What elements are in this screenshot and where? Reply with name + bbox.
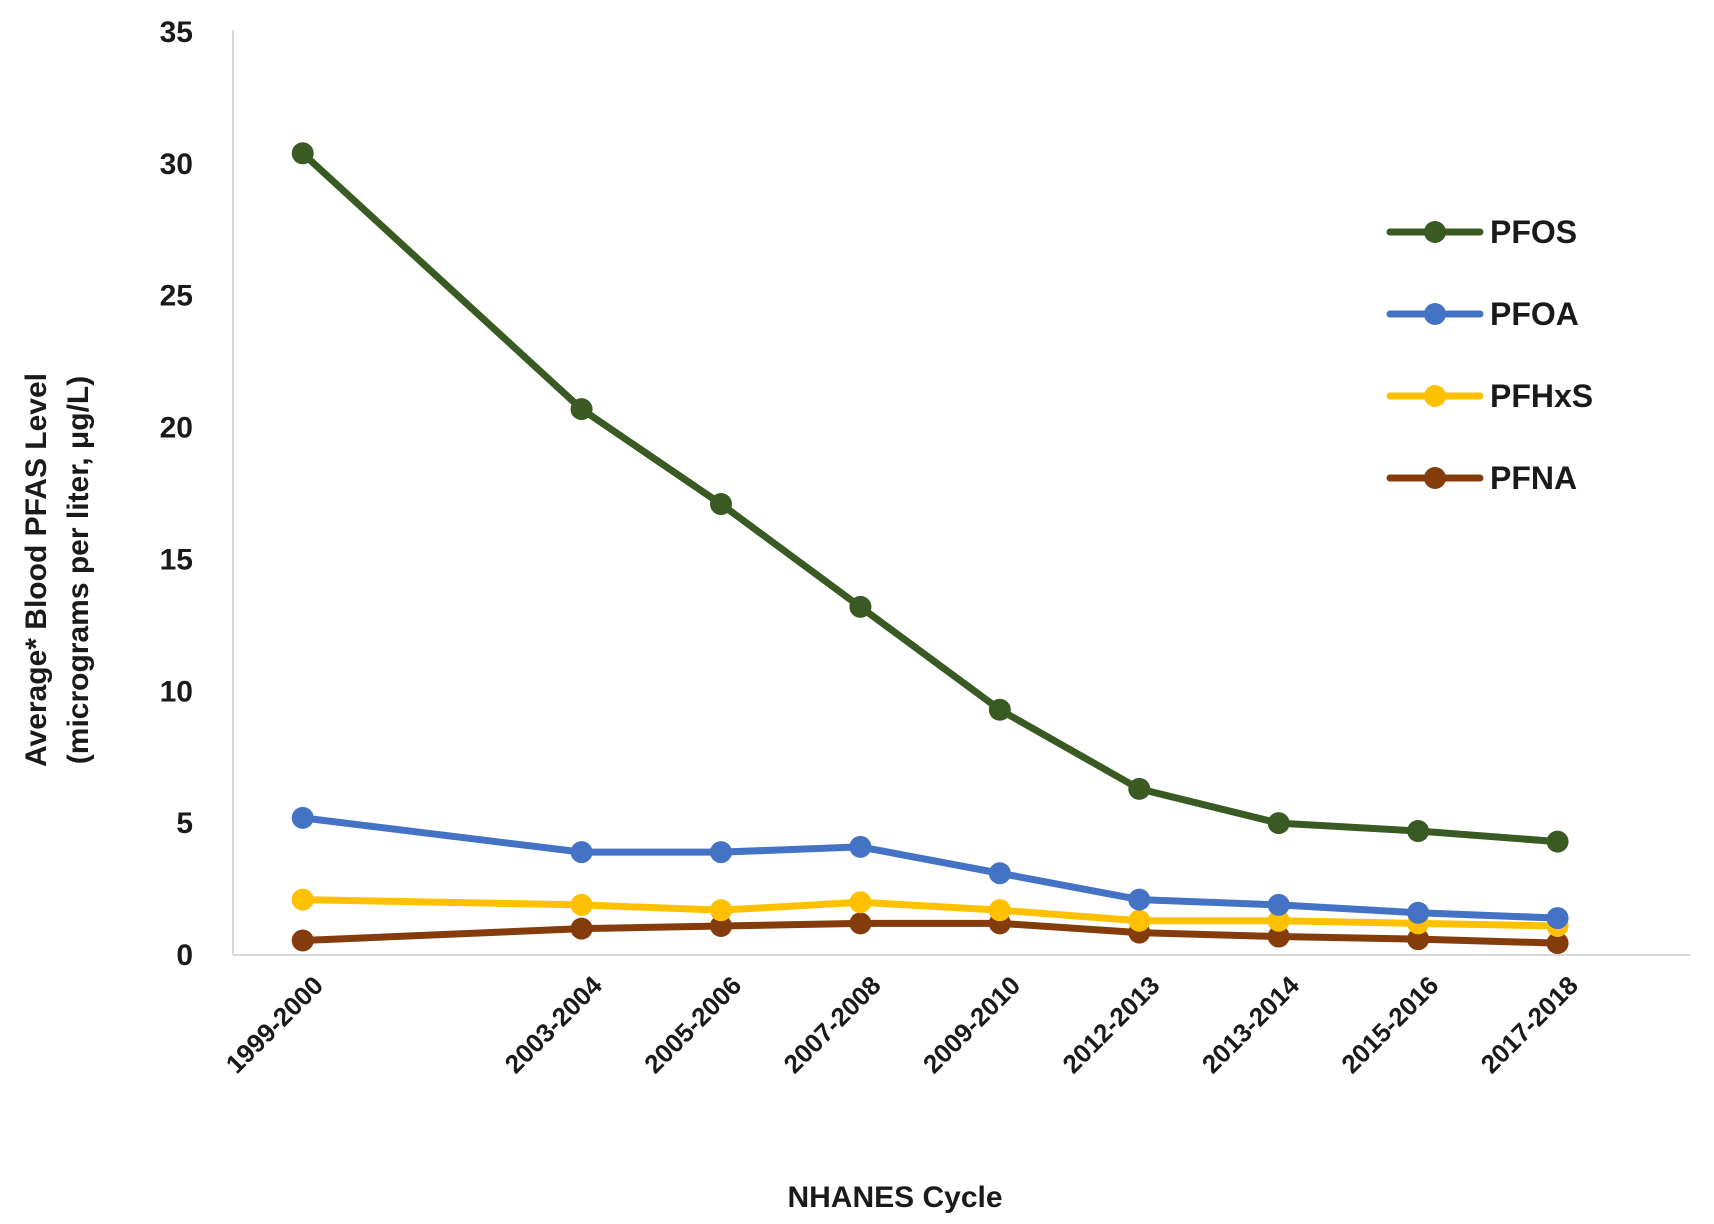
- legend-label: PFOA: [1490, 296, 1579, 332]
- y-tick-label: 20: [160, 412, 193, 445]
- y-tick-label: 25: [160, 280, 193, 313]
- x-axis-ticks: 1999-2000 2003-2004 2005-2006 2007-2008 2009…: [220, 970, 1584, 1080]
- data-point: [988, 862, 1011, 885]
- data-point: [988, 698, 1011, 721]
- legend-swatch-marker: [1424, 385, 1446, 407]
- data-point: [849, 912, 872, 935]
- data-point: [1546, 907, 1569, 930]
- legend-swatch-marker: [1424, 221, 1446, 243]
- x-tick-label: 2015-2016: [1335, 970, 1444, 1079]
- data-point: [1267, 893, 1290, 916]
- x-tick-label: 2013-2014: [1196, 970, 1306, 1080]
- x-tick-label: 2005-2006: [638, 970, 747, 1079]
- data-point: [1407, 901, 1430, 924]
- data-point: [709, 493, 732, 516]
- data-point: [570, 917, 593, 940]
- legend-item-pfos: PFOS: [1386, 214, 1577, 250]
- data-point: [1267, 925, 1290, 948]
- x-tick-label: 2009-2010: [917, 970, 1026, 1079]
- legend-label: PFNA: [1490, 460, 1577, 496]
- legend-swatch-marker: [1424, 303, 1446, 325]
- data-point: [291, 806, 314, 829]
- legend-item-pfna: PFNA: [1386, 460, 1577, 496]
- data-point: [1546, 830, 1569, 853]
- y-tick-label: 0: [176, 939, 193, 972]
- data-point: [570, 841, 593, 864]
- y-axis-label-line-2: (micrograms per liter, μg/L): [62, 376, 95, 764]
- data-point: [1128, 888, 1151, 911]
- data-point: [1128, 777, 1151, 800]
- data-point: [570, 893, 593, 916]
- data-point: [1546, 932, 1569, 955]
- y-tick-label: 35: [160, 16, 193, 49]
- series-pfos: [291, 142, 1569, 853]
- series-line: [299, 149, 1562, 846]
- data-point: [709, 914, 732, 937]
- data-point: [1267, 909, 1290, 932]
- legend-swatch-marker: [1424, 467, 1446, 489]
- x-tick-label: 2017-2018: [1475, 970, 1584, 1079]
- y-tick-label: 5: [176, 807, 193, 840]
- data-point: [291, 929, 314, 952]
- y-axis-ticks: 0 5 10 15 20 25 30 35: [160, 16, 193, 972]
- chart-series: [291, 142, 1569, 955]
- x-tick-label: 1999-2000: [220, 970, 329, 1079]
- data-point: [988, 899, 1011, 922]
- y-tick-label: 30: [160, 148, 193, 181]
- data-point: [849, 835, 872, 858]
- series-pfhxs: [291, 888, 1569, 937]
- data-point: [849, 891, 872, 914]
- series-pfna: [291, 912, 1569, 955]
- legend-label: PFHxS: [1490, 378, 1593, 414]
- legend-item-pfhxs: PFHxS: [1386, 378, 1593, 414]
- legend-label: PFOS: [1490, 214, 1577, 250]
- chart-axes: [232, 30, 1690, 956]
- data-point: [1407, 820, 1430, 843]
- data-point: [1128, 909, 1151, 932]
- series-pfoa: [291, 806, 1569, 930]
- data-point: [1407, 928, 1430, 951]
- y-tick-label: 10: [160, 675, 193, 708]
- series-line: [299, 919, 1562, 947]
- data-point: [1267, 812, 1290, 835]
- data-point: [849, 595, 872, 618]
- y-axis-label-line-1: Average* Blood PFAS Level: [20, 373, 53, 767]
- y-tick-label: 15: [160, 543, 193, 576]
- data-point: [570, 398, 593, 421]
- chart-legend: PFOS PFOA PFHxS PFNA: [1386, 214, 1593, 496]
- data-point: [291, 888, 314, 911]
- legend-item-pfoa: PFOA: [1386, 296, 1579, 332]
- x-axis-label: NHANES Cycle: [787, 1181, 1002, 1214]
- data-point: [291, 142, 314, 165]
- data-point: [709, 899, 732, 922]
- x-tick-label: 2012-2013: [1056, 970, 1165, 1079]
- x-tick-label: 2003-2004: [499, 970, 609, 1080]
- x-tick-label: 2007-2008: [778, 970, 887, 1079]
- data-point: [709, 841, 732, 864]
